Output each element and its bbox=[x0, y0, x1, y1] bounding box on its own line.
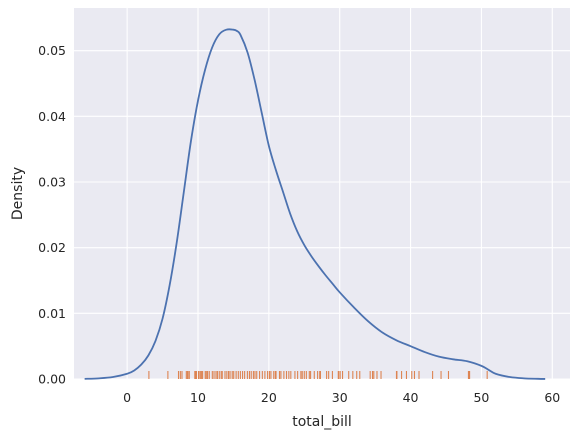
y-tick-label: 0.01 bbox=[38, 306, 66, 321]
x-axis-ticks: 0 10 20 30 40 50 60 bbox=[123, 390, 560, 405]
grid bbox=[74, 8, 570, 380]
x-tick-label: 0 bbox=[123, 390, 131, 405]
y-axis-ticks: 0.00 0.01 0.02 0.03 0.04 0.05 bbox=[38, 43, 66, 386]
plot-background bbox=[74, 8, 570, 379]
x-tick-label: 20 bbox=[261, 390, 277, 405]
x-axis-label: total_bill bbox=[292, 414, 352, 430]
x-tick-label: 30 bbox=[332, 390, 348, 405]
x-tick-label: 60 bbox=[544, 390, 560, 405]
y-tick-label: 0.03 bbox=[38, 175, 66, 190]
y-tick-label: 0.02 bbox=[38, 240, 66, 255]
rug-plot bbox=[148, 371, 488, 379]
y-axis-label: Density bbox=[10, 167, 26, 220]
y-tick-label: 0.00 bbox=[38, 372, 66, 387]
y-tick-label: 0.04 bbox=[38, 109, 66, 124]
kde-density-line bbox=[84, 28, 546, 380]
x-tick-label: 50 bbox=[473, 390, 489, 405]
x-tick-label: 10 bbox=[190, 390, 206, 405]
y-tick-label: 0.05 bbox=[38, 43, 66, 58]
x-tick-label: 40 bbox=[403, 390, 419, 405]
